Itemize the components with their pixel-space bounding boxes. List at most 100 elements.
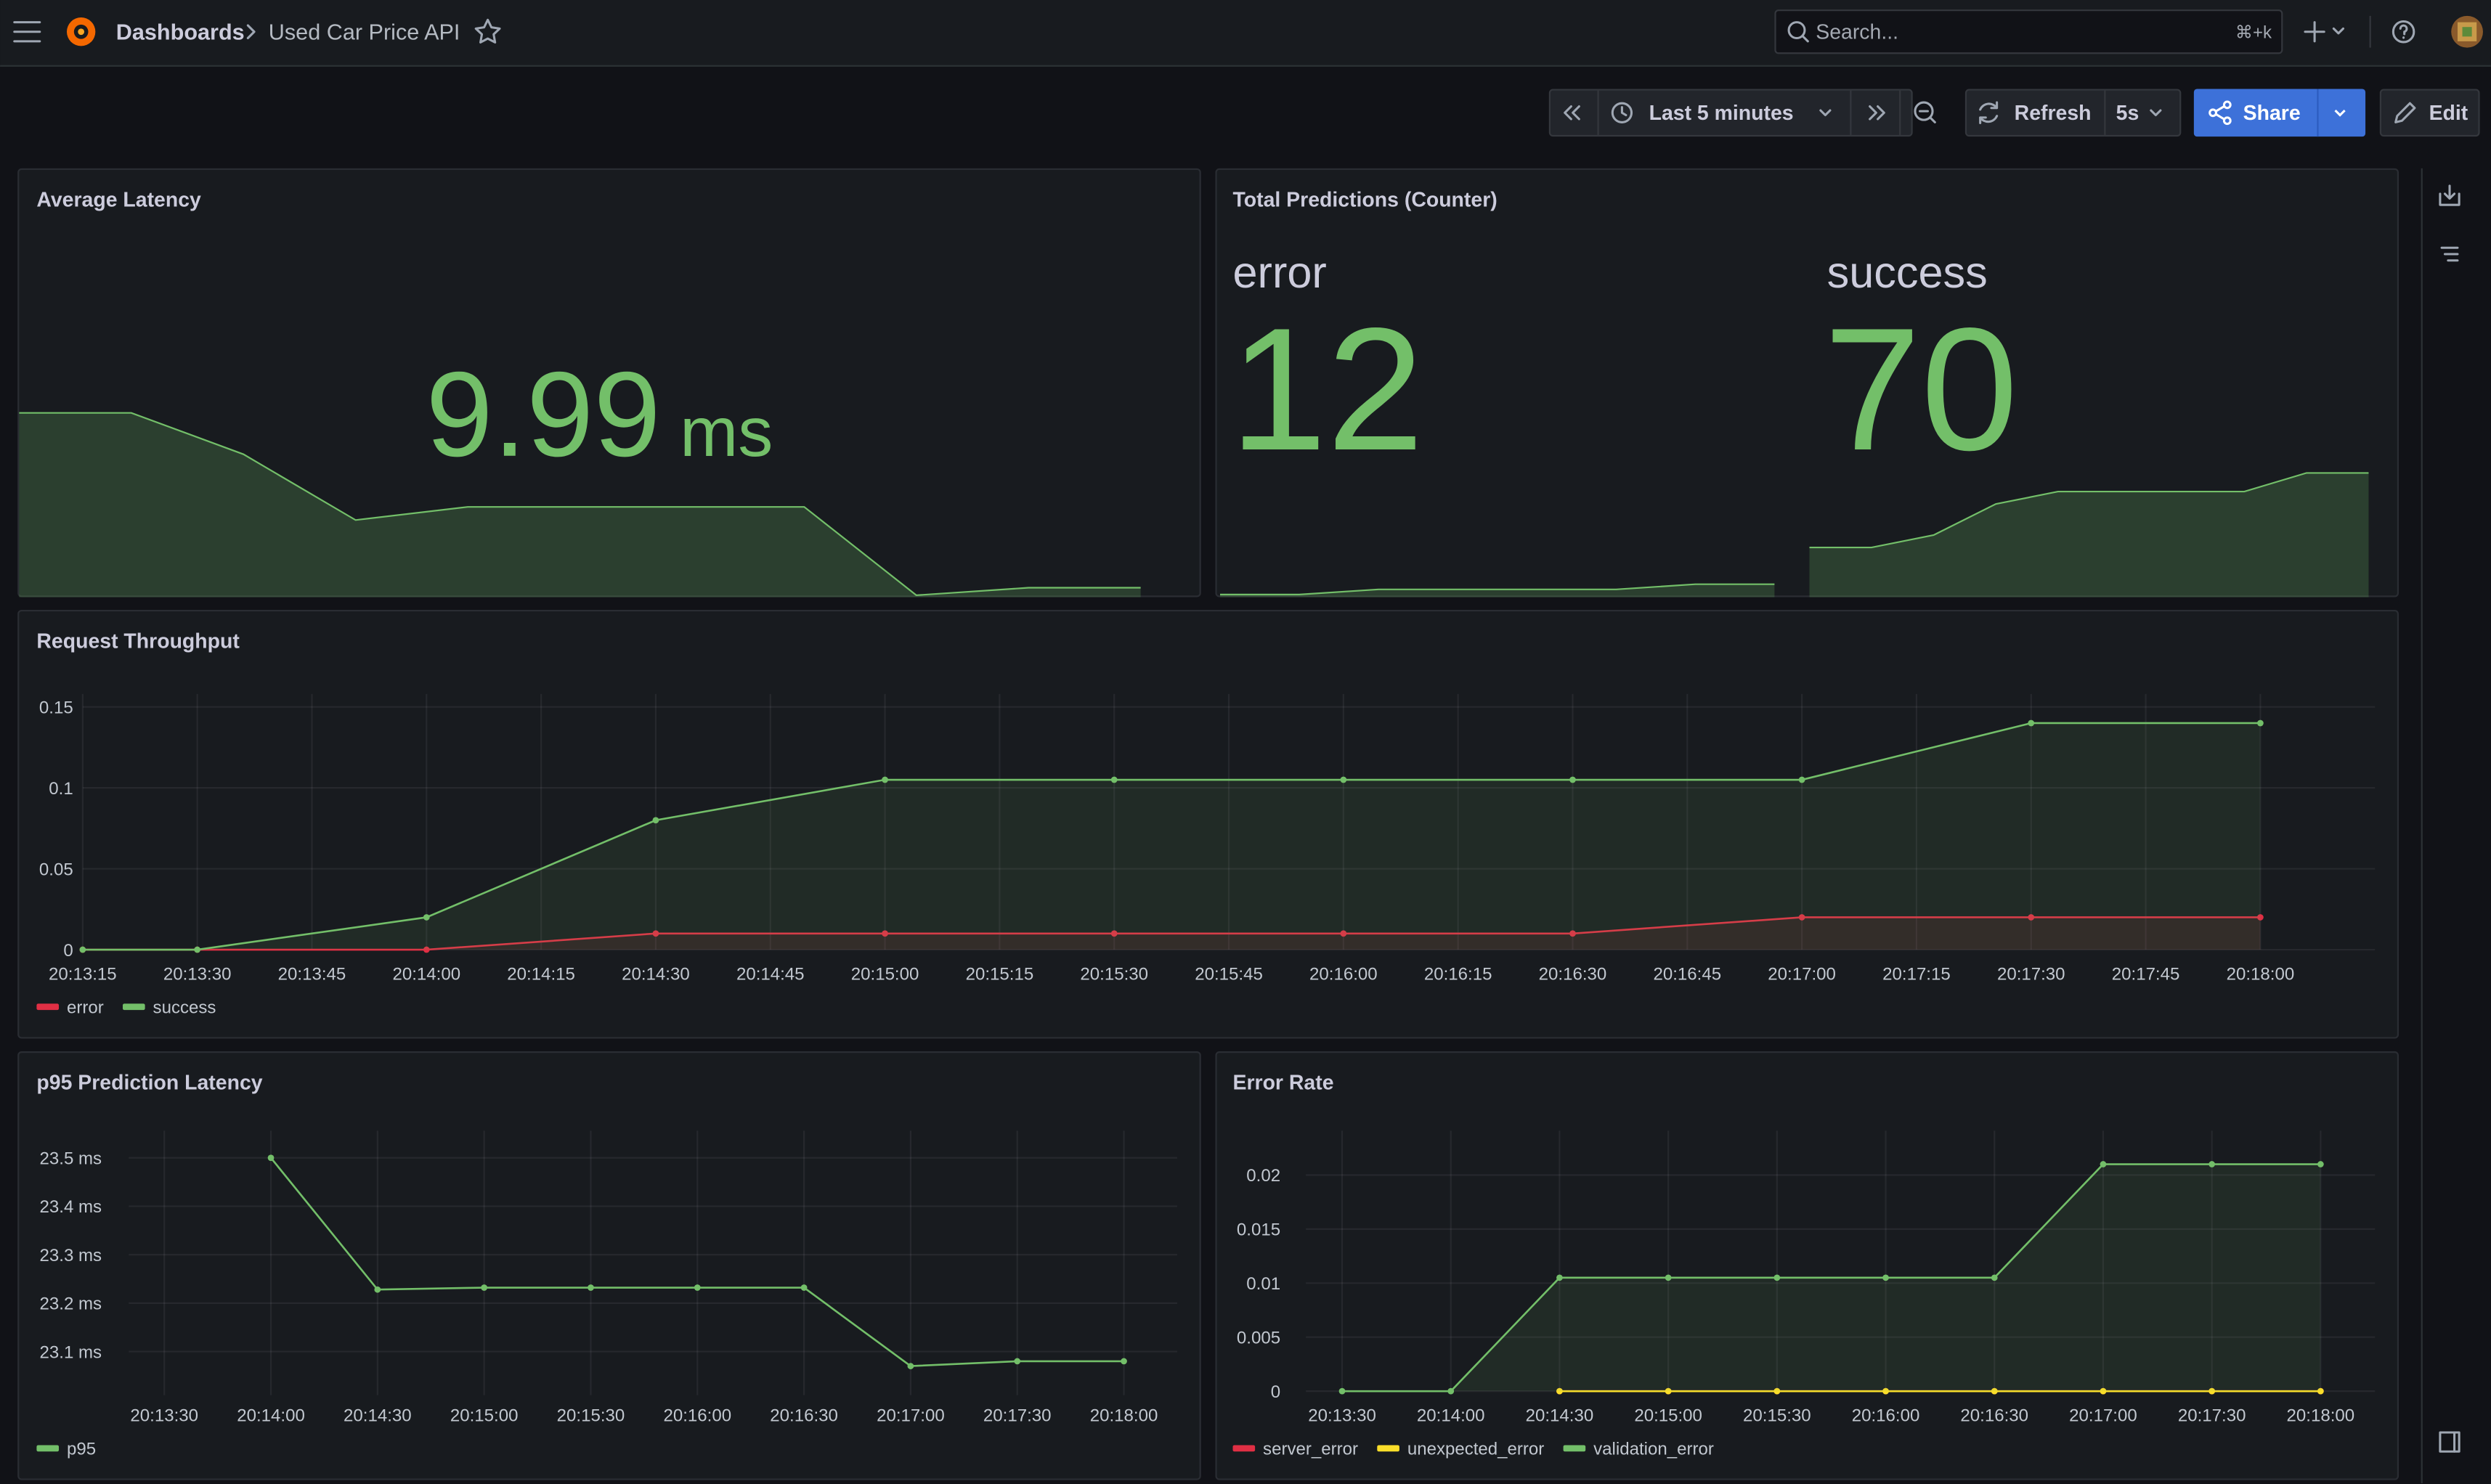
- stat-value: 9.99 ms: [426, 348, 773, 482]
- x-tick-label: 20:17:45: [2112, 965, 2180, 984]
- x-tick-label: 20:15:00: [851, 965, 919, 984]
- help-icon[interactable]: [2392, 20, 2415, 44]
- x-tick-label: 20:14:30: [1526, 1406, 1594, 1426]
- clock-icon: [1611, 102, 1633, 123]
- x-tick-label: 20:17:30: [1997, 965, 2065, 984]
- y-tick-label: 0: [63, 941, 73, 961]
- data-point: [79, 946, 86, 953]
- zoom-out-button[interactable]: [1914, 101, 1936, 123]
- y-tick-label: 0: [1271, 1382, 1280, 1402]
- data-point: [1798, 914, 1805, 921]
- stat-label: error: [1233, 248, 1327, 297]
- data-point: [1556, 1274, 1563, 1281]
- stat-number: 9.99: [426, 348, 661, 482]
- data-point: [1882, 1274, 1889, 1281]
- grafana-logo[interactable]: [66, 17, 96, 46]
- edit-button[interactable]: Edit: [2429, 102, 2468, 125]
- x-tick-label: 20:14:45: [736, 965, 805, 984]
- refresh-group: [1964, 89, 2182, 137]
- data-point: [2028, 719, 2035, 727]
- menu-icon[interactable]: [13, 21, 41, 43]
- refresh-interval[interactable]: 5s: [2116, 102, 2140, 125]
- share-dropdown[interactable]: [2334, 109, 2346, 117]
- share-button-bg[interactable]: [2193, 89, 2366, 137]
- y-tick-label: 0.005: [1237, 1328, 1280, 1348]
- data-point: [1569, 776, 1576, 783]
- y-tick-label: 23.3 ms: [40, 1246, 102, 1265]
- x-tick-label: 20:15:00: [1634, 1406, 1702, 1426]
- stat-unit: ms: [680, 394, 773, 471]
- data-point: [1338, 1387, 1346, 1395]
- legend-label: server_error: [1263, 1440, 1358, 1459]
- stat-label: success: [1827, 248, 1988, 297]
- data-point: [1110, 776, 1118, 783]
- x-tick-label: 20:17:30: [2178, 1406, 2246, 1426]
- data-point: [1991, 1274, 1998, 1281]
- refresh-button[interactable]: Refresh: [2015, 102, 2092, 125]
- panel: [1215, 168, 2399, 598]
- save-icon[interactable]: [2439, 184, 2460, 206]
- panel: [17, 168, 1201, 598]
- x-tick-label: 20:16:30: [770, 1406, 838, 1426]
- x-tick-label: 20:14:00: [237, 1406, 305, 1426]
- avatar[interactable]: [2451, 15, 2483, 48]
- star-icon[interactable]: [474, 18, 501, 44]
- stat-number: 70: [1824, 291, 2018, 486]
- dock-icon[interactable]: [2439, 1431, 2460, 1453]
- x-tick-label: 20:17:30: [983, 1406, 1052, 1426]
- edit-button-bg[interactable]: [2379, 89, 2480, 137]
- breadcrumb-root[interactable]: Dashboards: [116, 20, 245, 45]
- data-point: [1340, 776, 1347, 783]
- data-point: [2100, 1161, 2107, 1167]
- data-point: [423, 946, 430, 953]
- data-point: [1665, 1274, 1672, 1281]
- breadcrumb-separator: [246, 24, 256, 40]
- time-forward-button[interactable]: [1869, 105, 1885, 121]
- x-tick-label: 20:18:00: [1090, 1406, 1158, 1426]
- data-point: [652, 930, 659, 937]
- x-tick-label: 20:15:45: [1195, 965, 1263, 984]
- data-point: [882, 930, 888, 937]
- search-box[interactable]: [1774, 9, 2283, 54]
- data-point: [1665, 1387, 1672, 1395]
- y-tick-label: 23.2 ms: [40, 1295, 102, 1314]
- x-tick-label: 20:14:15: [507, 965, 575, 984]
- data-point: [2100, 1387, 2107, 1395]
- y-tick-label: 0.1: [49, 779, 73, 799]
- time-picker-group: [1548, 89, 1913, 137]
- share-button[interactable]: Share: [2243, 102, 2301, 125]
- stat-value: 12: [1230, 291, 1424, 486]
- sparkline-area: [1809, 473, 2369, 598]
- data-point: [694, 1284, 701, 1291]
- search-placeholder: Search...: [1816, 21, 1898, 44]
- x-tick-label: 20:15:15: [966, 965, 1034, 984]
- data-point: [267, 1154, 275, 1162]
- data-point: [1773, 1274, 1781, 1281]
- y-tick-label: 0.15: [39, 698, 73, 717]
- time-back-button[interactable]: [1564, 105, 1580, 121]
- x-tick-label: 20:14:00: [392, 965, 460, 984]
- data-point: [1773, 1387, 1781, 1395]
- outline-icon[interactable]: [2440, 246, 2459, 262]
- x-tick-label: 20:17:00: [877, 1406, 945, 1426]
- data-point: [1121, 1358, 1127, 1365]
- data-point: [1340, 930, 1347, 937]
- interval-chevron[interactable]: [2150, 109, 2162, 117]
- sparkline: [19, 412, 1141, 596]
- y-tick-label: 23.5 ms: [40, 1149, 102, 1169]
- time-range[interactable]: Last 5 minutes: [1649, 102, 1794, 125]
- y-tick-label: 0.02: [1246, 1166, 1280, 1186]
- data-point: [374, 1286, 381, 1293]
- time-range-chevron[interactable]: [1819, 109, 1832, 117]
- panel-title: p95 Prediction Latency: [36, 1072, 262, 1095]
- data-point: [882, 776, 888, 783]
- stat-value: 70: [1824, 291, 2018, 486]
- x-tick-label: 20:15:30: [1743, 1406, 1811, 1426]
- data-point: [1569, 930, 1576, 937]
- data-point: [481, 1284, 488, 1291]
- data-point: [907, 1363, 914, 1369]
- legend-swatch: [1563, 1445, 1586, 1452]
- x-tick-label: 20:16:00: [663, 1406, 731, 1426]
- data-point: [2257, 719, 2264, 727]
- add-menu[interactable]: [2304, 21, 2345, 43]
